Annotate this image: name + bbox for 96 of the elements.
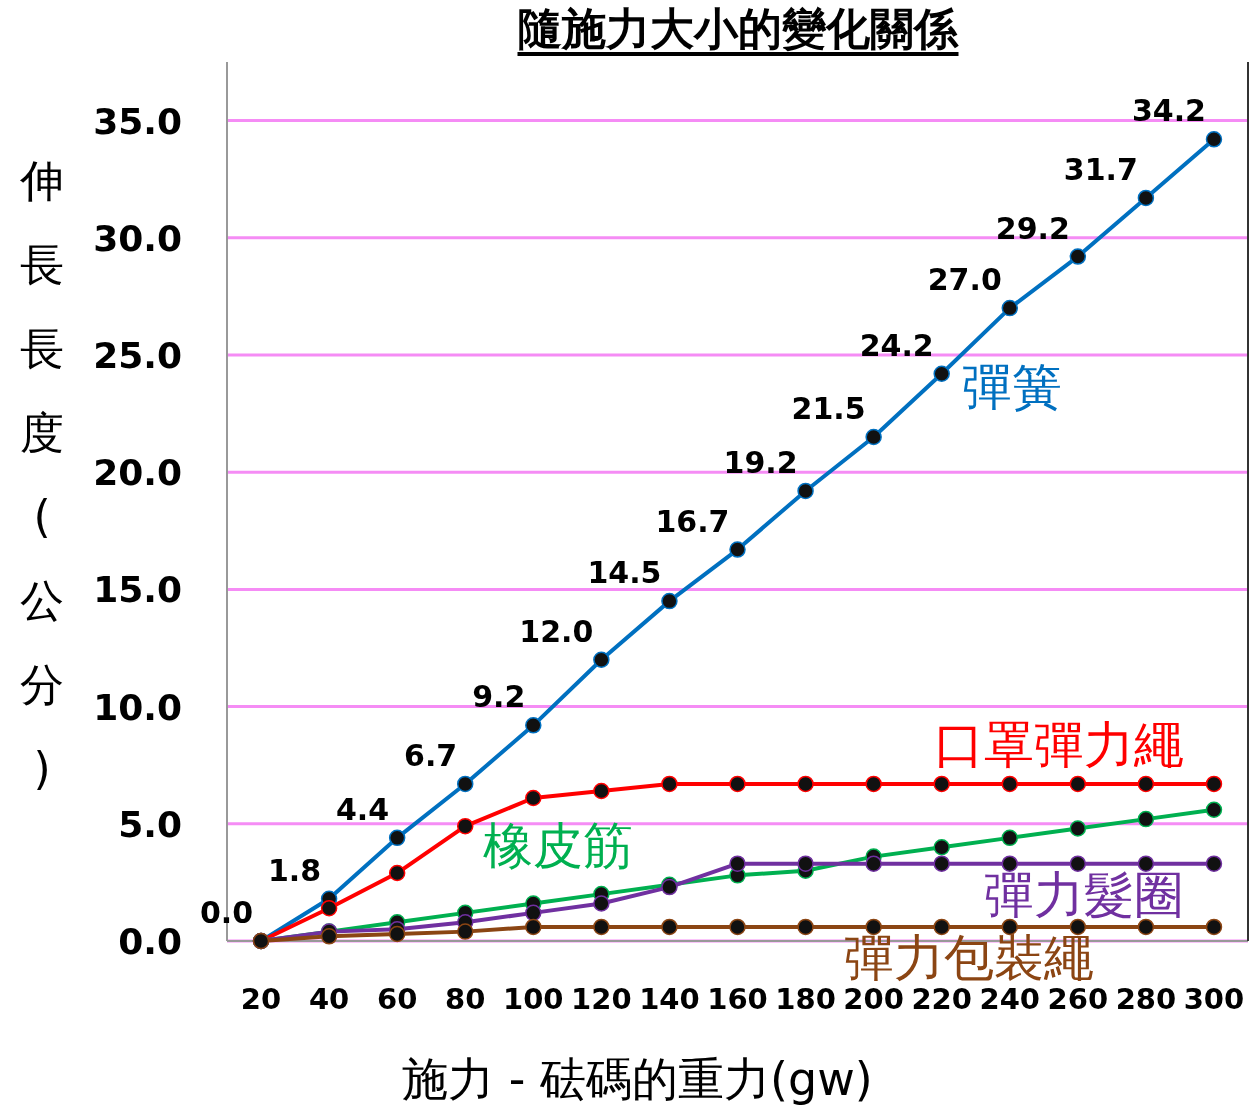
x-tick-label: 280 bbox=[1115, 982, 1177, 1016]
x-axis-title: 施力 - 砝碼的重力(gw) bbox=[402, 1052, 873, 1106]
series-label: 橡皮筋 bbox=[483, 817, 634, 876]
point bbox=[320, 928, 338, 945]
point bbox=[1001, 829, 1019, 847]
x-tick-label: 180 bbox=[775, 982, 836, 1016]
data-label: 31.7 bbox=[1063, 151, 1138, 187]
point bbox=[661, 775, 678, 793]
point bbox=[525, 789, 542, 807]
point bbox=[1069, 855, 1087, 872]
point bbox=[1001, 855, 1019, 872]
point bbox=[933, 855, 950, 872]
point bbox=[729, 775, 746, 793]
point bbox=[525, 904, 542, 922]
data-label: 14.5 bbox=[587, 555, 662, 591]
y-tick-label: 0.0 bbox=[118, 921, 182, 962]
point bbox=[1205, 775, 1223, 793]
point bbox=[1137, 189, 1155, 207]
point bbox=[388, 925, 406, 943]
data-label: 9.2 bbox=[472, 679, 526, 715]
point bbox=[1137, 775, 1155, 793]
x-tick-label: 300 bbox=[1183, 982, 1245, 1016]
x-tick-label: 20 bbox=[240, 982, 282, 1016]
point bbox=[1069, 248, 1087, 265]
point bbox=[797, 855, 814, 872]
point bbox=[933, 918, 950, 936]
point bbox=[1001, 299, 1019, 317]
point bbox=[320, 899, 338, 917]
data-label: 0.0 bbox=[199, 895, 254, 930]
point bbox=[933, 775, 950, 793]
data-label: 21.5 bbox=[791, 391, 866, 427]
point bbox=[865, 775, 882, 793]
x-tick-label: 60 bbox=[376, 982, 418, 1016]
data-label: 19.2 bbox=[723, 444, 798, 480]
point bbox=[593, 918, 610, 936]
y-tick-label: 15.0 bbox=[93, 569, 182, 611]
y-tick-label: 20.0 bbox=[93, 452, 182, 494]
point bbox=[865, 428, 882, 446]
data-label: 6.7 bbox=[404, 737, 458, 773]
point bbox=[1205, 801, 1223, 818]
ylabel: 伸長長度(公分) bbox=[20, 154, 64, 794]
point bbox=[661, 592, 678, 610]
point bbox=[456, 923, 474, 940]
point bbox=[1205, 918, 1223, 936]
point bbox=[1205, 131, 1223, 148]
data-label: 34.2 bbox=[1131, 93, 1206, 129]
y-tick-label: 30.0 bbox=[93, 217, 182, 259]
x-tick-label: 160 bbox=[707, 982, 768, 1016]
point bbox=[1069, 775, 1087, 793]
point bbox=[729, 855, 746, 872]
x-tick-label: 80 bbox=[445, 982, 486, 1016]
point bbox=[388, 864, 406, 882]
point bbox=[797, 918, 814, 936]
point bbox=[1205, 855, 1223, 872]
y-tick-label: 35.0 bbox=[93, 100, 182, 142]
x-tick-label: 140 bbox=[639, 982, 700, 1016]
point bbox=[729, 541, 746, 558]
point bbox=[1137, 855, 1155, 872]
point bbox=[525, 918, 542, 936]
data-label: 16.7 bbox=[655, 503, 730, 539]
point bbox=[593, 782, 610, 800]
point bbox=[593, 651, 610, 668]
point bbox=[865, 918, 882, 936]
point bbox=[388, 829, 406, 847]
point bbox=[729, 918, 746, 936]
data-label: 27.0 bbox=[927, 262, 1002, 298]
point bbox=[593, 895, 610, 912]
point bbox=[865, 855, 882, 872]
x-tick-label: 40 bbox=[308, 982, 350, 1016]
data-label: 4.4 bbox=[336, 791, 390, 827]
point bbox=[1069, 918, 1087, 936]
y-tick-label: 25.0 bbox=[93, 335, 182, 376]
data-label: 12.0 bbox=[519, 613, 594, 649]
point bbox=[525, 717, 542, 734]
point bbox=[1001, 775, 1019, 793]
point bbox=[661, 918, 678, 936]
point bbox=[1069, 820, 1087, 837]
point bbox=[933, 838, 950, 856]
series-label: 彈簧 bbox=[961, 357, 1062, 416]
chart-title: 隨施力大小的變化關係 bbox=[517, 3, 959, 54]
point bbox=[797, 482, 814, 500]
y-tick-label: 10.0 bbox=[93, 686, 182, 728]
x-tick-label: 100 bbox=[503, 982, 564, 1016]
point bbox=[1137, 918, 1155, 936]
x-tick-label: 120 bbox=[571, 982, 632, 1016]
data-label: 29.2 bbox=[995, 210, 1070, 246]
series-label: 口罩彈力繩 bbox=[933, 715, 1184, 774]
point bbox=[797, 775, 814, 793]
point bbox=[933, 365, 950, 382]
data-label: 24.2 bbox=[859, 327, 934, 363]
y-tick-label: 5.0 bbox=[118, 803, 182, 845]
point bbox=[456, 775, 474, 793]
data-label: 1.8 bbox=[267, 852, 322, 888]
point bbox=[1137, 810, 1155, 828]
point bbox=[456, 817, 474, 835]
series-label: 彈力髮圈 bbox=[983, 865, 1184, 924]
